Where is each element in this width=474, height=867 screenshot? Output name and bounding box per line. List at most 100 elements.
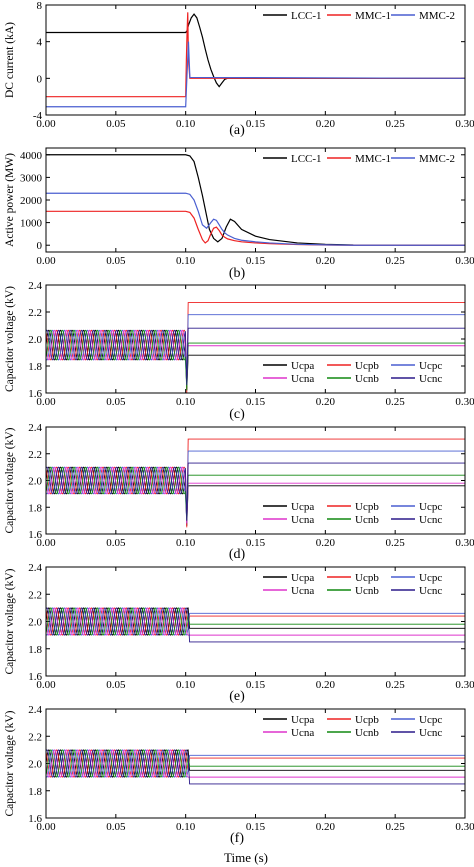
legend-label-Ucpc: Ucpc bbox=[419, 501, 442, 513]
y-tick-label: 2.2 bbox=[28, 589, 42, 601]
legend-label-Ucpb: Ucpb bbox=[355, 572, 379, 584]
panel-label: (b) bbox=[229, 266, 246, 281]
x-tick-label: 0.05 bbox=[106, 118, 126, 130]
x-tick-label: 0.15 bbox=[246, 537, 266, 549]
series-line-Ucnb bbox=[46, 466, 465, 521]
x-tick-label: 0.20 bbox=[316, 118, 336, 130]
plot-area bbox=[46, 154, 465, 246]
y-tick-label: 2000 bbox=[20, 195, 43, 207]
legend-label-Ucpa: Ucpa bbox=[291, 360, 314, 372]
legend-label-LCC-1: LCC-1 bbox=[291, 10, 322, 22]
series-line-Ucnc bbox=[46, 607, 465, 643]
legend-label-Ucpc: Ucpc bbox=[419, 360, 442, 372]
y-tick-label: 3000 bbox=[20, 172, 43, 184]
y-tick-label: 1.6 bbox=[28, 813, 42, 825]
series-line-Ucna bbox=[46, 749, 465, 778]
legend-box bbox=[257, 500, 459, 530]
plot-area bbox=[46, 749, 465, 785]
legend-label-Ucpa: Ucpa bbox=[291, 572, 314, 584]
x-tick-label: 0.20 bbox=[316, 821, 336, 833]
y-tick-label: 4 bbox=[37, 37, 43, 49]
x-tick-label: 0.00 bbox=[36, 396, 56, 408]
y-tick-label: 1.6 bbox=[28, 529, 42, 541]
x-tick-label: 0.30 bbox=[455, 255, 474, 267]
legend-box bbox=[257, 152, 459, 169]
plot-frame bbox=[45, 708, 466, 819]
y-tick-label: 0 bbox=[37, 73, 43, 85]
y-axis-label: Capacitor voltage (kV) bbox=[4, 710, 16, 816]
y-tick-label: 1.8 bbox=[28, 361, 42, 373]
series-line-Ucna bbox=[46, 607, 465, 636]
legend-label-Ucnb: Ucnb bbox=[355, 585, 379, 597]
legend-label-Ucpc: Ucpc bbox=[419, 714, 442, 726]
y-axis-label: Capacitor voltage (kV) bbox=[4, 286, 16, 392]
x-tick-label: 0.25 bbox=[386, 396, 406, 408]
panel-label: (d) bbox=[229, 547, 246, 562]
legend-box bbox=[257, 359, 459, 389]
x-tick-label: 0.20 bbox=[316, 255, 336, 267]
legend-label-Ucnb: Ucnb bbox=[355, 727, 379, 739]
legend: LCC-1 MMC-1 MMC-2 bbox=[257, 152, 459, 169]
legend-label-MMC-2: MMC-2 bbox=[419, 10, 455, 22]
x-tick-label: 0.05 bbox=[106, 679, 126, 691]
x-tick-label: 0.05 bbox=[106, 537, 126, 549]
plot-area bbox=[46, 12, 465, 108]
legend-box bbox=[257, 571, 459, 601]
panel-label: (e) bbox=[229, 689, 245, 704]
legend: Ucpa Ucpb Ucpc Ucna Ucnb Ucnc bbox=[257, 713, 459, 743]
y-tick-label: 1.8 bbox=[28, 786, 42, 798]
panel-4: 1.6 1.8 2.0 2.2 2.4 0.00 0.05 0.10 0.15 0.20 0.25 0… bbox=[4, 562, 474, 704]
y-tick-label: 2.0 bbox=[28, 617, 42, 629]
legend-label-Ucnb: Ucnb bbox=[355, 373, 379, 385]
series-line-Ucnb bbox=[46, 329, 465, 391]
legend-box bbox=[257, 713, 459, 743]
y-tick-label: 8 bbox=[37, 0, 43, 12]
x-tick-label: 0.10 bbox=[176, 821, 196, 833]
plot-area bbox=[46, 302, 465, 393]
series-line-Ucnc bbox=[46, 327, 465, 385]
legend-label-Ucpa: Ucpa bbox=[291, 714, 314, 726]
y-tick-label: 1.6 bbox=[28, 388, 42, 400]
legend-box bbox=[257, 9, 459, 26]
y-tick-label: 4000 bbox=[20, 150, 43, 162]
y-tick-label: 2.0 bbox=[28, 334, 42, 346]
panel-1: 0 1000 2000 3000 4000 0.00 0.05 0.10 0.15 0.20 0.2… bbox=[4, 147, 474, 281]
x-tick-label: 0.00 bbox=[36, 821, 56, 833]
y-tick-label: 2.2 bbox=[28, 307, 42, 319]
panel-5: 1.6 1.8 2.0 2.2 2.4 0.00 0.05 0.10 0.15 0.20 0.25 0… bbox=[4, 704, 474, 846]
legend: LCC-1 MMC-1 MMC-2 bbox=[257, 9, 459, 26]
series-line-MMC-2 bbox=[46, 192, 465, 246]
y-tick-label: 2.2 bbox=[28, 449, 42, 461]
legend-label-Ucnc: Ucnc bbox=[419, 727, 442, 739]
x-tick-label: 0.15 bbox=[246, 679, 266, 691]
x-tick-label: 0.25 bbox=[386, 679, 406, 691]
x-tick-label: 0.30 bbox=[455, 679, 474, 691]
legend-label-LCC-1: LCC-1 bbox=[291, 153, 322, 165]
x-tick-label: 0.10 bbox=[176, 537, 196, 549]
legend: Ucpa Ucpb Ucpc Ucna Ucnb Ucnc bbox=[257, 359, 459, 389]
x-tick-label: 0.05 bbox=[106, 821, 126, 833]
x-tick-label: 0.10 bbox=[176, 118, 196, 130]
legend-label-Ucpa: Ucpa bbox=[291, 501, 314, 513]
x-tick-label: 0.00 bbox=[36, 679, 56, 691]
y-axis-label: Capacitor voltage (kV) bbox=[4, 568, 16, 674]
legend-label-Ucna: Ucna bbox=[291, 727, 314, 739]
x-tick-label: 0.00 bbox=[36, 537, 56, 549]
legend: Ucpa Ucpb Ucpc Ucna Ucnb Ucnc bbox=[257, 571, 459, 601]
y-tick-label: 2.4 bbox=[28, 562, 42, 574]
x-tick-label: 0.05 bbox=[106, 255, 126, 267]
x-tick-label: 0.00 bbox=[36, 118, 56, 130]
panel-0: -4 0 4 8 0.00 0.05 0.10 0.15 0.20 0.25 0.30 DC curr… bbox=[4, 0, 474, 138]
plot-frame bbox=[45, 147, 466, 253]
x-tick-label: 0.30 bbox=[455, 118, 474, 130]
x-tick-label: 0.25 bbox=[386, 821, 406, 833]
y-tick-label: -4 bbox=[33, 110, 43, 122]
y-tick-label: 1.8 bbox=[28, 644, 42, 656]
legend-label-Ucpb: Ucpb bbox=[355, 501, 379, 513]
series-line-Ucnc bbox=[46, 462, 465, 521]
panel-label: (a) bbox=[229, 123, 245, 138]
legend-label-MMC-1: MMC-1 bbox=[355, 153, 391, 165]
x-tick-label: 0.10 bbox=[176, 679, 196, 691]
panel-3: 1.6 1.8 2.0 2.2 2.4 0.00 0.05 0.10 0.15 0.20 0.25 0… bbox=[4, 422, 474, 562]
